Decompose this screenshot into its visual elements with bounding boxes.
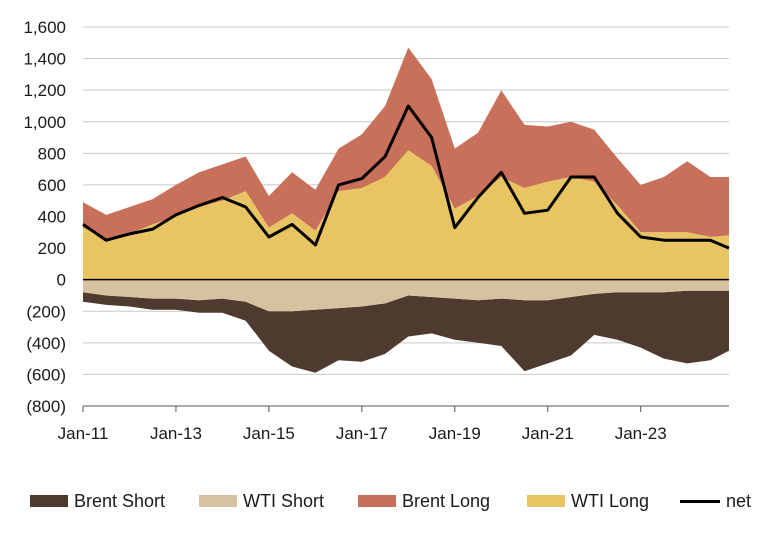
y-tick-label: (400) — [26, 334, 66, 353]
x-tick-label: Jan-17 — [336, 424, 388, 443]
legend-label: WTI Long — [571, 490, 650, 511]
y-tick-label: 1,200 — [23, 81, 66, 100]
x-tick-label: Jan-13 — [150, 424, 202, 443]
x-tick-label: Jan-23 — [615, 424, 667, 443]
area-brent-short — [83, 290, 729, 373]
area-series — [83, 47, 729, 373]
y-tick-label: (200) — [26, 302, 66, 321]
line-net — [82, 104, 730, 250]
legend-swatch-brent-long — [358, 495, 396, 507]
legend-label: net — [726, 490, 752, 511]
chart-canvas: 1,600 1,400 1,200 1,000 800 600 400 200 0 (200) (4… — [23, 18, 730, 443]
x-axis-ticks: Jan-11 Jan-13 Jan-15 Jan-17 Jan-19 Jan-21 Jan-… — [58, 406, 667, 443]
legend-item-brent-short: Brent Short — [30, 487, 165, 515]
legend-label: Brent Short — [74, 490, 166, 511]
legend-label: WTI Short — [243, 490, 325, 511]
x-tick-label: Jan-21 — [522, 424, 574, 443]
y-tick-label: 400 — [38, 208, 66, 227]
area-wti-short — [83, 279, 729, 312]
y-tick-label: 800 — [38, 144, 66, 163]
legend-swatch-brent-short — [30, 495, 68, 507]
x-tick-label: Jan-11 — [58, 424, 109, 443]
legend-item-brent-long: Brent Long — [358, 487, 490, 515]
y-tick-label: (600) — [26, 365, 66, 384]
y-tick-label: 1,400 — [23, 50, 66, 69]
y-axis-ticks: 1,600 1,400 1,200 1,000 800 600 400 200 0 (200) (4… — [23, 18, 66, 416]
y-tick-label: 600 — [38, 176, 66, 195]
y-tick-label: (800) — [26, 397, 66, 416]
legend-item-wti-short: WTI Short — [199, 487, 324, 515]
y-tick-label: 1,000 — [23, 113, 66, 132]
legend: Brent Short WTI Short Brent Long WTI Lon… — [0, 487, 772, 517]
legend-label: Brent Long — [402, 490, 491, 511]
y-tick-label: 0 — [57, 271, 66, 290]
legend-swatch-net — [680, 499, 720, 503]
line-series — [82, 104, 730, 250]
legend-swatch-wti-long — [527, 495, 565, 507]
y-tick-label: 200 — [38, 239, 66, 258]
legend-swatch-wti-short — [199, 495, 237, 507]
y-tick-label: 1,600 — [23, 18, 66, 37]
x-tick-label: Jan-15 — [243, 424, 295, 443]
legend-item-net: net — [680, 487, 751, 515]
x-tick-label: Jan-19 — [429, 424, 481, 443]
area-brent-long — [83, 47, 729, 239]
legend-item-wti-long: WTI Long — [527, 487, 649, 515]
